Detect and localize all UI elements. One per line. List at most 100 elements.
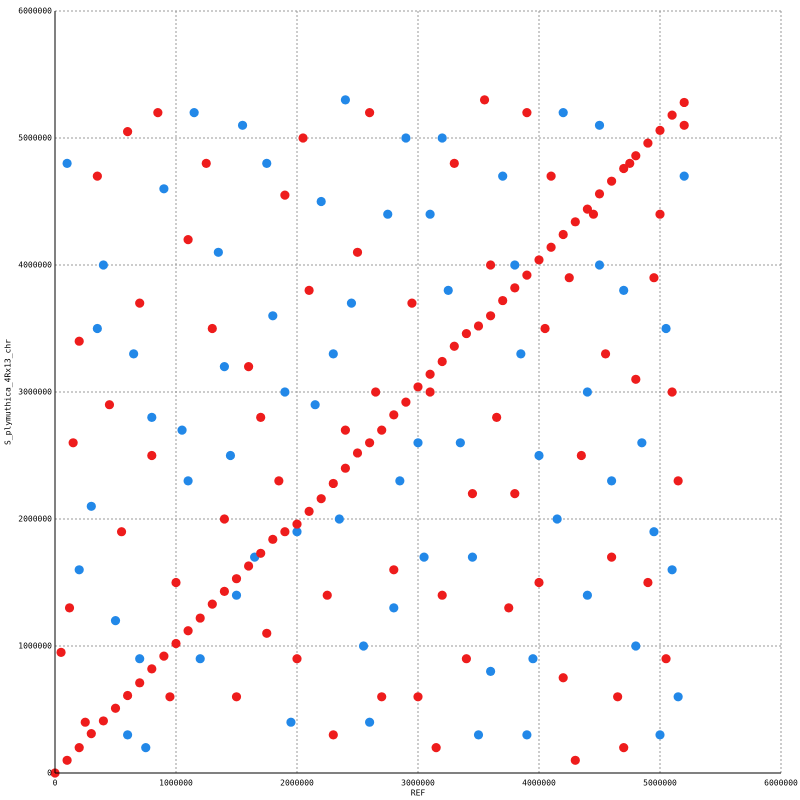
point [183,476,193,486]
point [443,285,453,295]
point [594,120,605,130]
point [679,171,689,181]
point [522,730,532,740]
point [280,387,290,397]
point [467,489,478,499]
point [389,603,399,613]
point [649,273,659,283]
point [643,577,653,588]
point [679,120,689,130]
point [467,552,478,562]
point [322,590,332,600]
point [365,717,375,727]
point [600,349,611,359]
point [328,349,338,359]
point [98,260,108,270]
point [631,151,641,161]
point [455,438,465,448]
point [667,387,677,397]
point [62,755,72,765]
point [74,565,84,575]
point [425,369,435,379]
point [328,730,338,740]
point [110,616,121,626]
point [116,527,127,537]
point [582,204,593,214]
point [667,110,677,120]
point [528,654,538,664]
point [486,260,496,270]
point [80,717,90,727]
point [625,158,635,168]
point [274,476,284,486]
point [123,730,133,740]
point [679,97,689,108]
point [110,703,121,713]
point [449,341,459,351]
point [268,311,278,321]
point [334,514,344,524]
point [516,349,526,359]
point [189,108,199,118]
point [74,336,84,346]
point [510,489,520,499]
point [389,410,399,420]
x-tick-label: 6000000 [764,779,798,788]
point [437,356,447,367]
point [237,120,248,130]
point [244,561,254,571]
point [292,519,302,529]
point [558,108,568,118]
point [594,189,605,199]
point [225,450,236,461]
point [522,108,532,118]
point [619,743,629,753]
y-axis-label: S_plymuthica_4Rx13_chr [4,339,13,445]
point [159,184,169,194]
point [607,476,617,486]
point [358,641,369,651]
point [510,283,520,293]
point [365,438,375,448]
point [340,95,350,105]
point [413,438,423,448]
point [522,270,532,280]
point [425,387,435,397]
point [655,125,665,135]
point [92,171,102,181]
point [147,412,157,422]
point [437,133,447,143]
point [135,298,145,308]
point [437,590,447,600]
point [64,603,75,613]
point [256,412,266,422]
point [159,651,169,661]
point [171,638,181,649]
point [498,171,508,181]
point [195,613,205,623]
point [607,176,617,186]
point [389,565,399,575]
point [594,260,605,270]
point [673,692,683,702]
point [316,494,326,504]
point [153,108,163,118]
point [510,260,520,270]
point [637,438,647,448]
point [655,209,665,219]
point [352,448,363,458]
point [195,654,205,664]
point [207,323,217,334]
y-tick-label: 3000000 [18,388,52,397]
point [256,548,266,558]
point [304,285,314,295]
point [183,626,193,636]
point [546,171,556,181]
point [231,574,242,584]
point [619,285,629,295]
point [473,730,484,740]
point [340,425,350,435]
point [401,397,411,407]
point [383,209,393,219]
point [328,478,338,489]
